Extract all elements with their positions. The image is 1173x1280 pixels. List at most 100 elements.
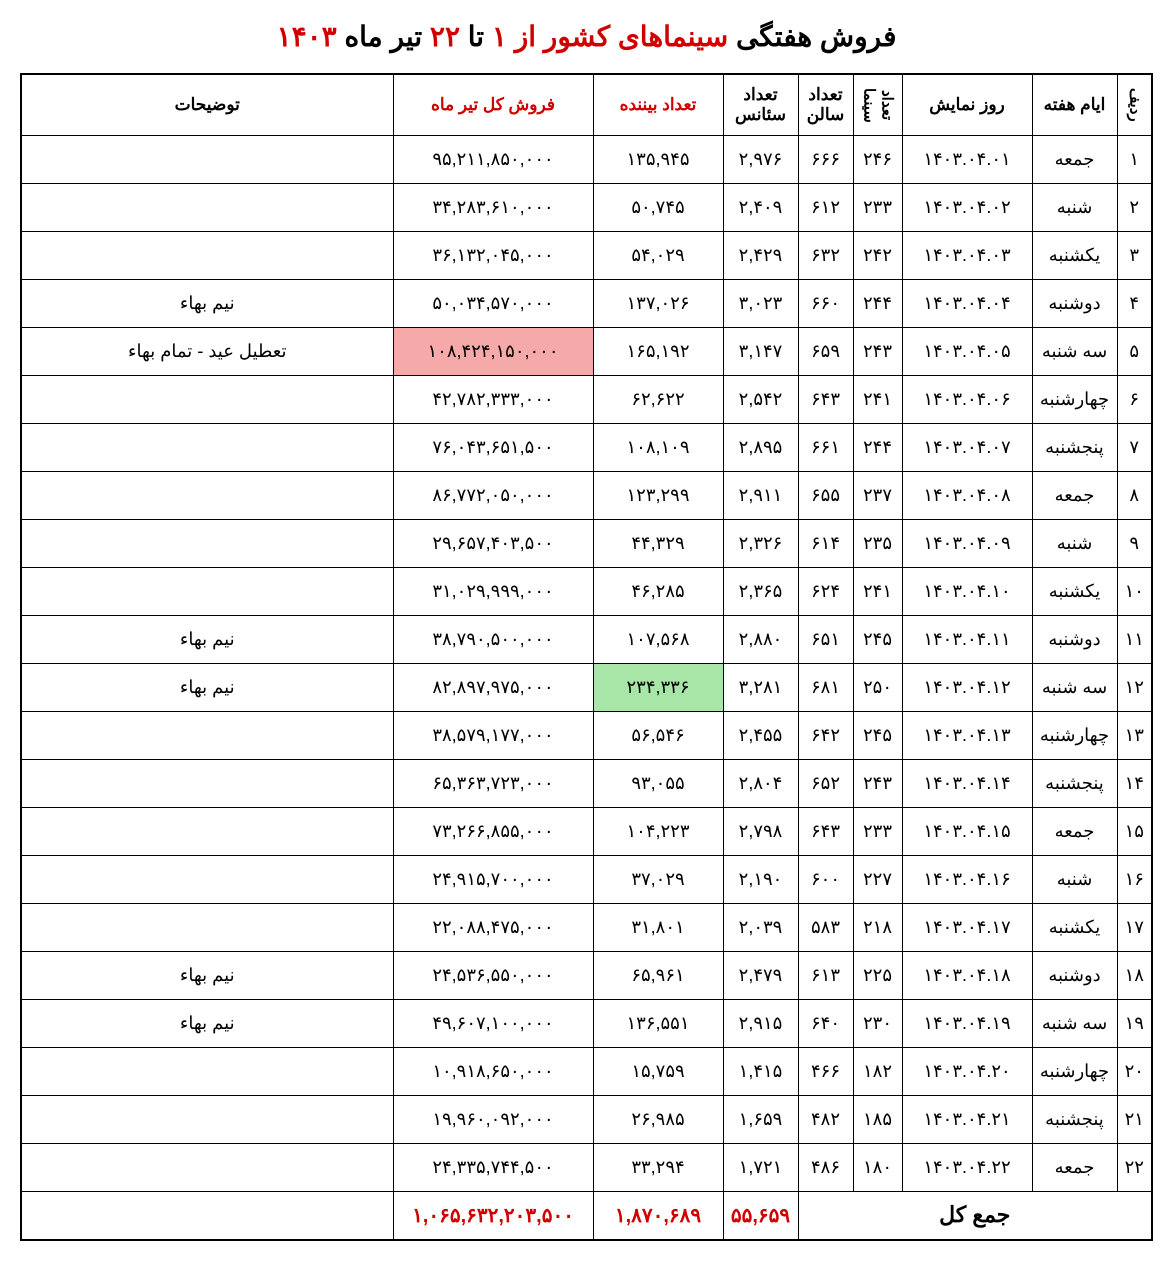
cell-viewer: ۱۶۵,۱۹۲ — [593, 328, 723, 376]
cell-note — [21, 568, 393, 616]
cell-hall: ۶۲۴ — [798, 568, 853, 616]
cell-cinema: ۲۳۳ — [853, 184, 902, 232]
cell-day: یکشنبه — [1032, 568, 1117, 616]
cell-note — [21, 712, 393, 760]
cell-session: ۱,۷۲۱ — [723, 1144, 798, 1192]
cell-idx: ۷ — [1117, 424, 1152, 472]
cell-idx: ۱۹ — [1117, 1000, 1152, 1048]
cell-viewer: ۳۱,۸۰۱ — [593, 904, 723, 952]
col-sale: فروش کل تیر ماه — [393, 74, 593, 136]
cell-note — [21, 1144, 393, 1192]
cell-sale: ۹۵,۲۱۱,۸۵۰,۰۰۰ — [393, 136, 593, 184]
cell-idx: ۹ — [1117, 520, 1152, 568]
table-row: ۵سه شنبه۱۴۰۳.۰۴.۰۵۲۴۳۶۵۹۳,۱۴۷۱۶۵,۱۹۲۱۰۸,… — [21, 328, 1152, 376]
cell-note: نیم بهاء — [21, 280, 393, 328]
cell-sale: ۳۶,۱۳۲,۰۴۵,۰۰۰ — [393, 232, 593, 280]
cell-hall: ۶۴۳ — [798, 376, 853, 424]
cell-date: ۱۴۰۳.۰۴.۲۰ — [902, 1048, 1032, 1096]
cell-day: جمعه — [1032, 808, 1117, 856]
cell-viewer: ۴۴,۳۲۹ — [593, 520, 723, 568]
cell-note — [21, 424, 393, 472]
cell-session: ۲,۷۹۸ — [723, 808, 798, 856]
table-row: ۱۲سه شنبه۱۴۰۳.۰۴.۱۲۲۵۰۶۸۱۳,۲۸۱۲۳۴,۳۳۶۸۲,… — [21, 664, 1152, 712]
title-part: ۲۲ — [430, 21, 460, 52]
cell-note — [21, 904, 393, 952]
cell-viewer: ۵۴,۰۲۹ — [593, 232, 723, 280]
cell-session: ۲,۴۲۹ — [723, 232, 798, 280]
cell-hall: ۶۶۶ — [798, 136, 853, 184]
cell-sale: ۱۰۸,۴۲۴,۱۵۰,۰۰۰ — [393, 328, 593, 376]
cell-viewer: ۱۰۴,۲۲۳ — [593, 808, 723, 856]
cell-note — [21, 1096, 393, 1144]
page-title: فروش هفتگی سینماهای کشور از ۱ تا ۲۲ تیر … — [20, 20, 1153, 53]
cell-cinema: ۲۳۵ — [853, 520, 902, 568]
cell-note — [21, 520, 393, 568]
cell-day: چهارشنبه — [1032, 712, 1117, 760]
cell-cinema: ۲۵۰ — [853, 664, 902, 712]
cell-date: ۱۴۰۳.۰۴.۰۱ — [902, 136, 1032, 184]
table-row: ۲۰چهارشنبه۱۴۰۳.۰۴.۲۰۱۸۲۴۶۶۱,۴۱۵۱۵,۷۵۹۱۰,… — [21, 1048, 1152, 1096]
cell-hall: ۶۶۰ — [798, 280, 853, 328]
cell-session: ۳,۰۲۳ — [723, 280, 798, 328]
cell-sale: ۵۰,۰۳۴,۵۷۰,۰۰۰ — [393, 280, 593, 328]
cell-cinema: ۲۴۵ — [853, 616, 902, 664]
cell-note — [21, 1048, 393, 1096]
cell-hall: ۶۵۱ — [798, 616, 853, 664]
cell-cinema: ۲۳۷ — [853, 472, 902, 520]
cell-viewer: ۱۵,۷۵۹ — [593, 1048, 723, 1096]
cell-cinema: ۲۱۸ — [853, 904, 902, 952]
cell-cinema: ۲۴۴ — [853, 280, 902, 328]
cell-note: نیم بهاء — [21, 952, 393, 1000]
cell-date: ۱۴۰۳.۰۴.۱۸ — [902, 952, 1032, 1000]
cell-session: ۲,۴۵۵ — [723, 712, 798, 760]
cell-idx: ۲۱ — [1117, 1096, 1152, 1144]
cell-day: سه شنبه — [1032, 328, 1117, 376]
cell-hall: ۶۵۹ — [798, 328, 853, 376]
cell-hall: ۶۱۲ — [798, 184, 853, 232]
cell-note: نیم بهاء — [21, 616, 393, 664]
cell-viewer: ۵۰,۷۴۵ — [593, 184, 723, 232]
footer-note — [21, 1192, 393, 1240]
cell-session: ۳,۲۸۱ — [723, 664, 798, 712]
cell-viewer: ۶۲,۶۲۲ — [593, 376, 723, 424]
cell-note — [21, 472, 393, 520]
cell-sale: ۷۶,۰۴۳,۶۵۱,۵۰۰ — [393, 424, 593, 472]
cell-idx: ۱۱ — [1117, 616, 1152, 664]
cell-idx: ۲۰ — [1117, 1048, 1152, 1096]
cell-day: دوشنبه — [1032, 280, 1117, 328]
sales-table: ردیف ایام هفته روز نمایش تعداد سینما تعد… — [20, 73, 1153, 1241]
cell-viewer: ۱۲۳,۲۹۹ — [593, 472, 723, 520]
cell-viewer: ۱۰۷,۵۶۸ — [593, 616, 723, 664]
cell-note — [21, 136, 393, 184]
cell-session: ۲,۹۷۶ — [723, 136, 798, 184]
cell-hall: ۶۶۱ — [798, 424, 853, 472]
cell-viewer: ۳۳,۲۹۴ — [593, 1144, 723, 1192]
cell-viewer: ۹۳,۰۵۵ — [593, 760, 723, 808]
cell-date: ۱۴۰۳.۰۴.۱۴ — [902, 760, 1032, 808]
cell-day: پنجشنبه — [1032, 1096, 1117, 1144]
title-part: فروش هفتگی — [736, 21, 897, 52]
cell-note — [21, 856, 393, 904]
cell-sale: ۲۴,۳۳۵,۷۴۴,۵۰۰ — [393, 1144, 593, 1192]
table-row: ۱۵جمعه۱۴۰۳.۰۴.۱۵۲۳۳۶۴۳۲,۷۹۸۱۰۴,۲۲۳۷۳,۲۶۶… — [21, 808, 1152, 856]
cell-sale: ۸۶,۷۷۲,۰۵۰,۰۰۰ — [393, 472, 593, 520]
cell-day: جمعه — [1032, 136, 1117, 184]
cell-sale: ۱۹,۹۶۰,۰۹۲,۰۰۰ — [393, 1096, 593, 1144]
cell-day: شنبه — [1032, 520, 1117, 568]
cell-hall: ۶۱۴ — [798, 520, 853, 568]
cell-note — [21, 184, 393, 232]
cell-cinema: ۱۸۰ — [853, 1144, 902, 1192]
table-row: ۲۲جمعه۱۴۰۳.۰۴.۲۲۱۸۰۴۸۶۱,۷۲۱۳۳,۲۹۴۲۴,۳۳۵,… — [21, 1144, 1152, 1192]
cell-idx: ۳ — [1117, 232, 1152, 280]
cell-date: ۱۴۰۳.۰۴.۱۵ — [902, 808, 1032, 856]
cell-cinema: ۱۸۵ — [853, 1096, 902, 1144]
cell-cinema: ۲۴۶ — [853, 136, 902, 184]
cell-date: ۱۴۰۳.۰۴.۰۷ — [902, 424, 1032, 472]
cell-sale: ۶۵,۳۶۳,۷۲۳,۰۰۰ — [393, 760, 593, 808]
cell-date: ۱۴۰۳.۰۴.۰۵ — [902, 328, 1032, 376]
col-day: ایام هفته — [1032, 74, 1117, 136]
col-session: تعداد سئانس — [723, 74, 798, 136]
cell-sale: ۲۴,۹۱۵,۷۰۰,۰۰۰ — [393, 856, 593, 904]
cell-viewer: ۱۳۷,۰۲۶ — [593, 280, 723, 328]
cell-date: ۱۴۰۳.۰۴.۲۱ — [902, 1096, 1032, 1144]
